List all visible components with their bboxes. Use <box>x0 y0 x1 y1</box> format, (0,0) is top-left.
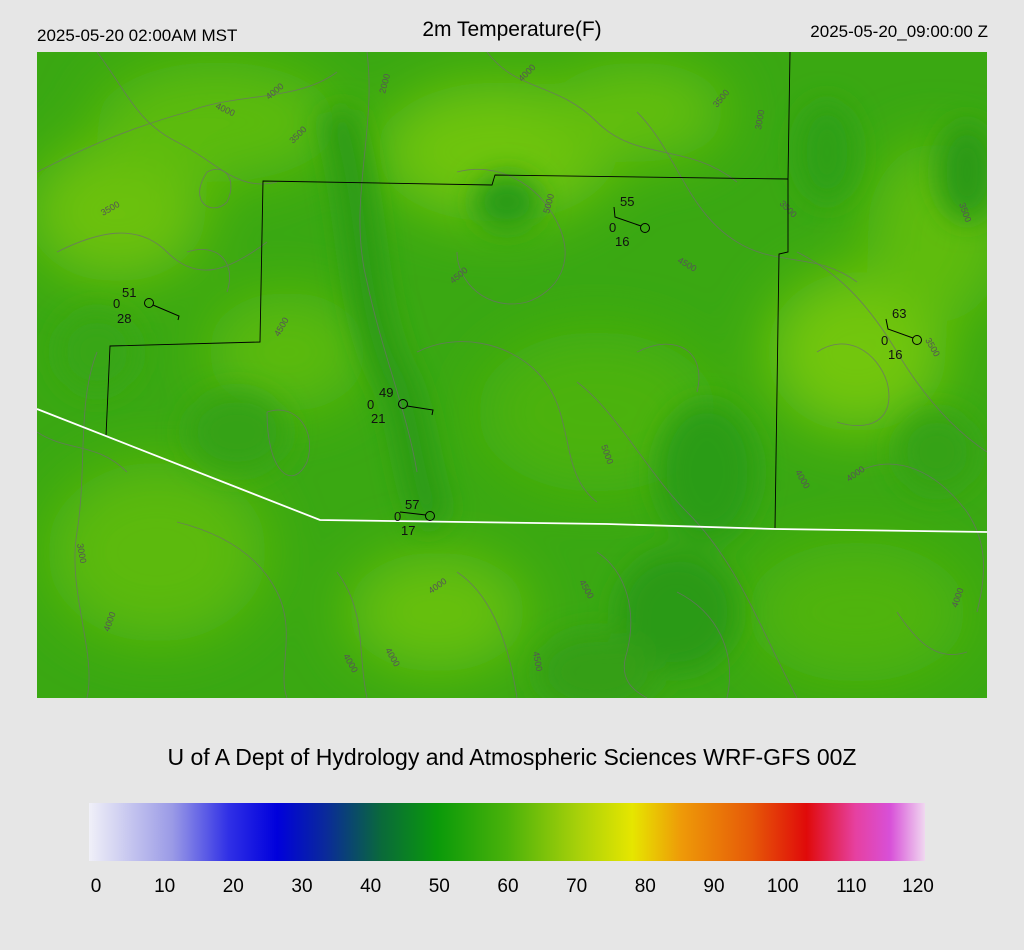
temperature-map: 4000 4000 3500 3500 2000 4000 3500 3000 … <box>37 52 987 698</box>
colorbar-tick-label: 90 <box>703 876 725 897</box>
credit-line: U of A Dept of Hydrology and Atmospheric… <box>167 744 857 770</box>
colorbar-tick-label: 50 <box>428 876 450 897</box>
station-cloud: 0 <box>881 333 888 348</box>
station-dewpoint: 21 <box>371 411 385 426</box>
local-time-label: 2025-05-20 02:00AM MST <box>37 26 238 45</box>
station-cloud: 0 <box>367 397 374 412</box>
valid-time-label: 2025-05-20_09:00:00 Z <box>810 22 988 41</box>
colorbar-tick-label: 40 <box>360 876 382 897</box>
station-cloud: 0 <box>394 509 401 524</box>
station-cloud: 0 <box>609 220 616 235</box>
contour-label: 4500 <box>531 651 544 672</box>
station-dewpoint: 16 <box>615 234 629 249</box>
station-plot: 57 0 17 <box>394 497 435 538</box>
station-plot: 63 0 16 <box>881 306 922 362</box>
station-dewpoint: 16 <box>888 347 902 362</box>
temperature-colorbar <box>89 803 925 861</box>
colorbar-tick-label: 60 <box>497 876 519 897</box>
county-boundaries <box>105 52 791 529</box>
colorbar-tick-label: 0 <box>90 876 102 897</box>
state-border <box>37 408 987 533</box>
station-dewpoint: 17 <box>401 523 415 538</box>
station-plot: 49 0 21 <box>367 385 434 426</box>
station-temp: 49 <box>379 385 393 400</box>
colorbar-tick-label: 70 <box>566 876 588 897</box>
colorbar-tick-label: 10 <box>154 876 176 897</box>
map-canvas: 4000 4000 3500 3500 2000 4000 3500 3000 … <box>37 52 987 698</box>
colorbar-tick-label: 30 <box>291 876 313 897</box>
colorbar-tick-label: 20 <box>222 876 244 897</box>
station-temp: 55 <box>620 194 634 209</box>
terrain-contours <box>37 52 987 698</box>
station-temp: 51 <box>122 285 136 300</box>
station-dewpoint: 28 <box>117 311 131 326</box>
colorbar-tick-label: 100 <box>766 876 799 897</box>
contour-label: 3000 <box>75 543 88 564</box>
station-temp: 57 <box>405 497 419 512</box>
station-temp: 63 <box>892 306 906 321</box>
contour-label: 3000 <box>753 109 766 130</box>
station-plot: 55 0 16 <box>609 194 650 249</box>
map-title: 2m Temperature(F) <box>422 18 602 41</box>
station-plot: 51 0 28 <box>113 285 180 326</box>
colorbar-tick-label: 120 <box>902 876 934 897</box>
station-cloud: 0 <box>113 296 120 311</box>
temperature-shading <box>37 62 987 682</box>
colorbar-tick-label: 80 <box>634 876 656 897</box>
colorbar-tick-label: 110 <box>836 876 867 897</box>
